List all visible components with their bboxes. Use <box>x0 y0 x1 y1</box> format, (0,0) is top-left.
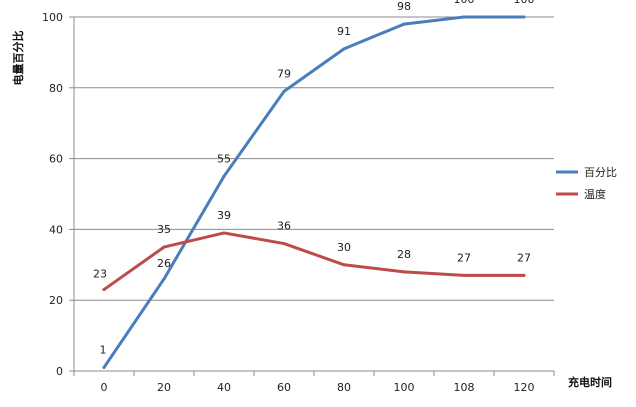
data-label: 23 <box>93 268 107 281</box>
data-point <box>162 277 166 281</box>
axes: 0 20 40 60 80 100 0 20 40 60 80 100 108 120 <box>42 11 555 394</box>
series <box>102 15 526 369</box>
data-point <box>522 273 526 277</box>
data-point <box>102 288 106 292</box>
y-tick-label: 20 <box>49 294 63 307</box>
data-point <box>222 174 226 178</box>
legend-label: 温度 <box>584 187 606 201</box>
data-label: 27 <box>517 251 531 264</box>
y-axis-title: 电量百分比 <box>11 31 25 86</box>
data-label: 100 <box>454 0 475 6</box>
x-tick-label: 120 <box>514 381 535 394</box>
data-label: 100 <box>514 0 535 6</box>
data-label: 79 <box>277 67 291 80</box>
data-label: 55 <box>217 152 231 165</box>
data-point <box>222 231 226 235</box>
data-point <box>522 15 526 19</box>
data-label: 30 <box>337 241 351 254</box>
data-point <box>102 365 106 369</box>
x-tick-label: 80 <box>337 381 351 394</box>
data-label: 26 <box>157 257 171 270</box>
x-tick-label: 108 <box>454 381 475 394</box>
data-label: 36 <box>277 220 291 233</box>
data-label: 39 <box>217 209 231 222</box>
series-line-1 <box>102 231 526 292</box>
data-point <box>282 89 286 93</box>
gridlines <box>74 16 554 301</box>
data-point <box>462 15 466 19</box>
data-point <box>342 263 346 267</box>
x-tick-label: 0 <box>101 381 108 394</box>
data-label: 1 <box>100 343 107 356</box>
data-point <box>402 270 406 274</box>
y-tick-label: 100 <box>42 11 63 24</box>
x-tick-label: 20 <box>157 381 171 394</box>
data-label: 28 <box>397 248 411 261</box>
data-point <box>342 47 346 51</box>
data-point <box>162 245 166 249</box>
data-labels: 1 26 55 79 91 98 100 100 23 35 39 36 30 28 27 27 <box>93 0 535 356</box>
data-label: 27 <box>457 251 471 264</box>
data-label: 35 <box>157 223 171 236</box>
series-line-0 <box>102 15 526 369</box>
y-tick-label: 0 <box>56 365 63 378</box>
data-point <box>402 22 406 26</box>
y-tick-label: 40 <box>49 223 63 236</box>
y-tick-label: 80 <box>49 82 63 95</box>
y-tick-label: 60 <box>49 153 63 166</box>
x-tick-label: 60 <box>277 381 291 394</box>
x-tick-label: 100 <box>394 381 415 394</box>
data-label: 91 <box>337 25 351 38</box>
x-axis-title: 充电时间 <box>568 375 612 389</box>
data-label: 98 <box>397 0 411 13</box>
x-tick-label: 40 <box>217 381 231 394</box>
data-point <box>462 273 466 277</box>
legend-label: 百分比 <box>584 166 617 179</box>
data-point <box>282 242 286 246</box>
